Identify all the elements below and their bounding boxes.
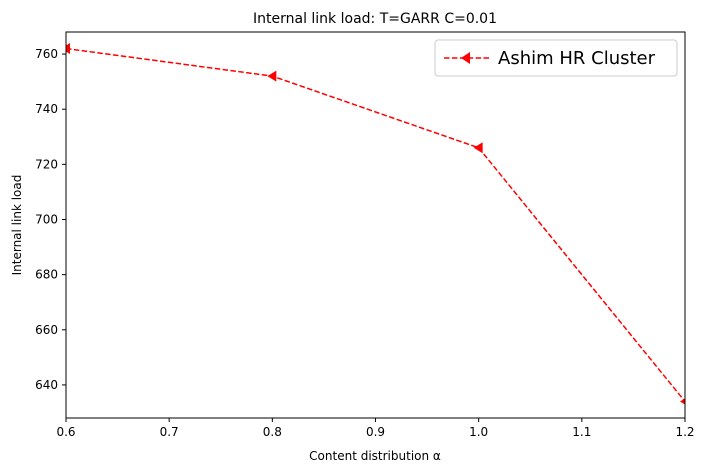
data-point — [680, 398, 685, 405]
x-tick-label: 0.7 — [160, 425, 179, 439]
x-tick-label: 0.8 — [263, 425, 282, 439]
data-point — [66, 43, 70, 55]
series-line — [66, 47, 685, 402]
x-tick-label: 1.1 — [572, 425, 591, 439]
legend-frame — [434, 39, 678, 77]
y-tick-label: 640 — [35, 378, 58, 392]
data-point — [473, 142, 483, 154]
x-axis-label: Content distribution α — [309, 449, 441, 463]
y-tick-label: 720 — [35, 157, 58, 171]
y-axis-label: Internal link load — [10, 175, 24, 276]
legend-marker-sample — [461, 52, 470, 64]
x-tick-label: 0.6 — [56, 425, 75, 439]
x-tick-label: 1.0 — [469, 425, 488, 439]
x-tick-label: 1.2 — [675, 425, 694, 439]
series-0 — [66, 43, 685, 405]
y-tick-label: 700 — [35, 212, 58, 226]
legend-label: Ashim HR Cluster — [498, 48, 656, 69]
y-tick-label: 660 — [35, 323, 58, 337]
chart-title: Internal link load: T=GARR C=0.01 — [253, 11, 497, 27]
y-tick-label: 740 — [35, 102, 58, 116]
data-point — [267, 70, 277, 82]
x-tick-label: 0.9 — [366, 425, 385, 439]
legend: Ashim HR Cluster — [434, 39, 678, 77]
y-tick-label: 680 — [35, 268, 58, 282]
y-tick-label: 760 — [35, 47, 58, 61]
plot-frame — [65, 31, 686, 419]
